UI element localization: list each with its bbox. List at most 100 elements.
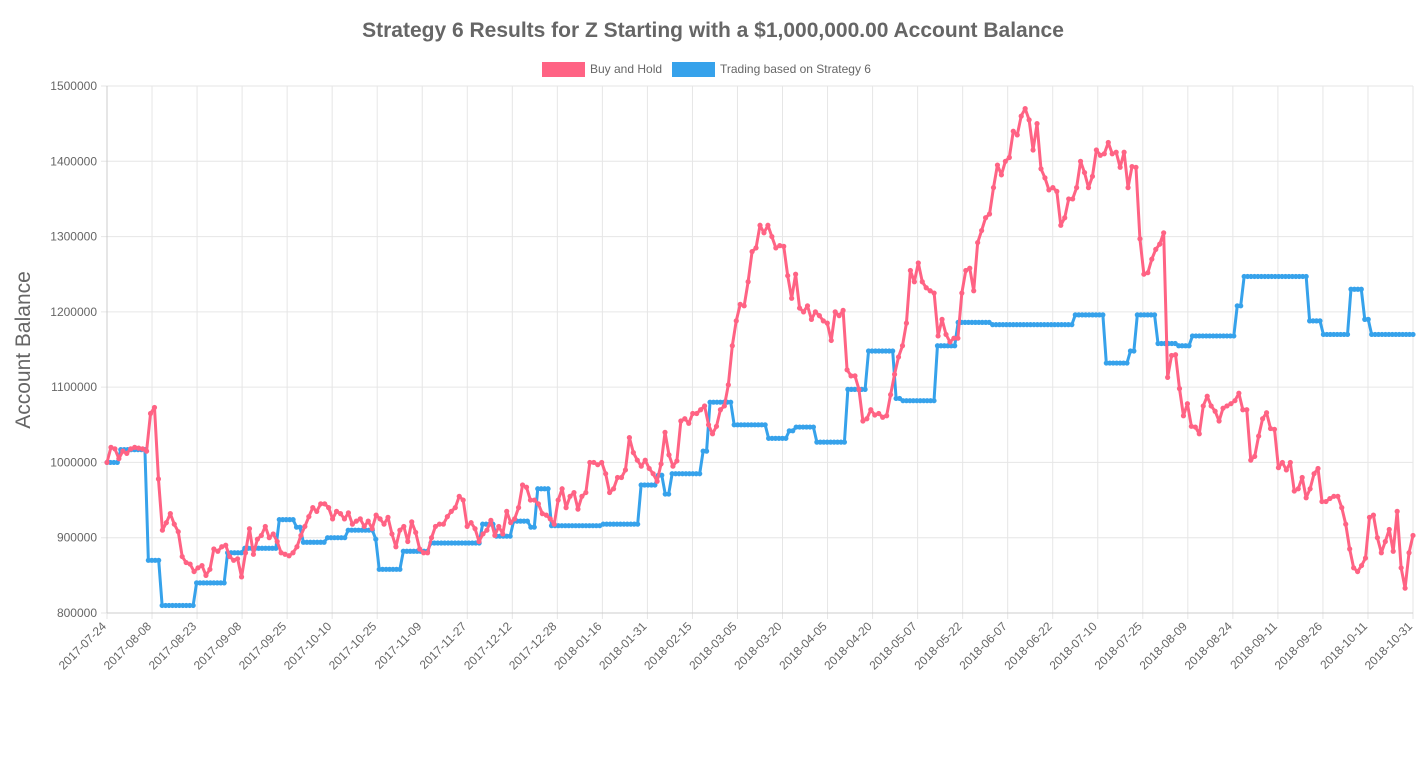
data-point-strategy-6[interactable] bbox=[545, 486, 551, 492]
data-point-strategy-6[interactable] bbox=[1358, 286, 1364, 292]
data-point-buy-and-hold[interactable] bbox=[1260, 416, 1266, 422]
data-point-buy-and-hold[interactable] bbox=[432, 523, 439, 530]
data-point-buy-and-hold[interactable] bbox=[428, 535, 435, 541]
data-point-buy-and-hold[interactable] bbox=[860, 418, 866, 424]
data-point-buy-and-hold[interactable] bbox=[341, 516, 348, 522]
data-point-buy-and-hold[interactable] bbox=[888, 392, 894, 398]
data-point-buy-and-hold[interactable] bbox=[484, 527, 490, 533]
data-point-buy-and-hold[interactable] bbox=[682, 416, 688, 422]
data-point-buy-and-hold[interactable] bbox=[1113, 149, 1119, 155]
data-point-buy-and-hold[interactable] bbox=[1161, 230, 1167, 236]
data-point-strategy-6[interactable] bbox=[273, 545, 279, 551]
data-point-buy-and-hold[interactable] bbox=[1058, 222, 1064, 228]
data-point-buy-and-hold[interactable] bbox=[381, 521, 387, 527]
data-point-buy-and-hold[interactable] bbox=[939, 316, 945, 322]
data-point-buy-and-hold[interactable] bbox=[318, 501, 324, 507]
data-point-buy-and-hold[interactable] bbox=[409, 519, 415, 525]
data-point-buy-and-hold[interactable] bbox=[1137, 236, 1143, 242]
data-point-buy-and-hold[interactable] bbox=[793, 271, 799, 277]
data-point-strategy-6[interactable] bbox=[1069, 322, 1075, 328]
data-point-buy-and-hold[interactable] bbox=[915, 260, 921, 266]
data-point-buy-and-hold[interactable] bbox=[413, 529, 419, 536]
data-point-buy-and-hold[interactable] bbox=[1153, 246, 1159, 252]
data-point-buy-and-hold[interactable] bbox=[223, 542, 229, 548]
data-point-buy-and-hold[interactable] bbox=[393, 544, 399, 550]
data-point-buy-and-hold[interactable] bbox=[444, 514, 450, 520]
data-point-buy-and-hold[interactable] bbox=[998, 172, 1005, 178]
data-point-buy-and-hold[interactable] bbox=[1006, 154, 1012, 161]
data-point-buy-and-hold[interactable] bbox=[1275, 465, 1282, 471]
data-point-buy-and-hold[interactable] bbox=[357, 516, 363, 522]
data-point-buy-and-hold[interactable] bbox=[1362, 555, 1369, 561]
data-point-buy-and-hold[interactable] bbox=[1145, 270, 1151, 276]
data-point-buy-and-hold[interactable] bbox=[777, 243, 783, 249]
data-point-buy-and-hold[interactable] bbox=[634, 457, 640, 463]
data-point-buy-and-hold[interactable] bbox=[211, 546, 217, 552]
data-point-buy-and-hold[interactable] bbox=[579, 493, 585, 499]
data-point-buy-and-hold[interactable] bbox=[880, 414, 886, 420]
legend-item-strategy-6[interactable]: Trading based on Strategy 6 bbox=[672, 62, 871, 77]
data-point-buy-and-hold[interactable] bbox=[417, 546, 423, 552]
data-point-strategy-6[interactable] bbox=[297, 524, 303, 530]
data-point-buy-and-hold[interactable] bbox=[1339, 505, 1345, 511]
data-point-buy-and-hold[interactable] bbox=[757, 222, 763, 228]
data-point-buy-and-hold[interactable] bbox=[1347, 546, 1353, 552]
data-point-strategy-6[interactable] bbox=[890, 348, 896, 354]
data-point-buy-and-hold[interactable] bbox=[535, 501, 541, 507]
data-point-buy-and-hold[interactable] bbox=[1323, 498, 1329, 505]
data-point-strategy-6[interactable] bbox=[931, 398, 937, 404]
data-point-buy-and-hold[interactable] bbox=[666, 452, 672, 458]
data-point-buy-and-hold[interactable] bbox=[1050, 185, 1056, 191]
data-point-buy-and-hold[interactable] bbox=[935, 333, 941, 339]
data-point-buy-and-hold[interactable] bbox=[405, 538, 411, 545]
data-point-buy-and-hold[interactable] bbox=[1030, 147, 1036, 153]
data-point-strategy-6[interactable] bbox=[728, 399, 734, 405]
data-point-buy-and-hold[interactable] bbox=[262, 523, 268, 530]
data-point-buy-and-hold[interactable] bbox=[1236, 390, 1242, 396]
data-point-buy-and-hold[interactable] bbox=[1366, 514, 1373, 520]
data-point-buy-and-hold[interactable] bbox=[1267, 425, 1274, 432]
data-point-strategy-6[interactable] bbox=[1317, 318, 1323, 324]
data-point-buy-and-hold[interactable] bbox=[923, 285, 929, 291]
data-point-buy-and-hold[interactable] bbox=[1168, 352, 1175, 359]
data-point-strategy-6[interactable] bbox=[290, 517, 296, 523]
data-point-buy-and-hold[interactable] bbox=[353, 518, 359, 524]
data-point-strategy-6[interactable] bbox=[790, 428, 796, 434]
data-point-buy-and-hold[interactable] bbox=[1188, 423, 1194, 429]
data-point-buy-and-hold[interactable] bbox=[1089, 173, 1096, 179]
data-point-buy-and-hold[interactable] bbox=[1196, 431, 1202, 437]
data-point-buy-and-hold[interactable] bbox=[496, 523, 502, 530]
data-point-strategy-6[interactable] bbox=[507, 533, 513, 539]
data-point-buy-and-hold[interactable] bbox=[1129, 163, 1135, 170]
data-point-buy-and-hold[interactable] bbox=[1370, 512, 1377, 518]
data-point-buy-and-hold[interactable] bbox=[104, 459, 110, 466]
data-point-buy-and-hold[interactable] bbox=[290, 550, 296, 556]
data-point-strategy-6[interactable] bbox=[1365, 316, 1371, 322]
data-point-buy-and-hold[interactable] bbox=[686, 420, 692, 426]
data-point-buy-and-hold[interactable] bbox=[151, 404, 158, 411]
data-point-buy-and-hold[interactable] bbox=[361, 523, 367, 530]
data-point-buy-and-hold[interactable] bbox=[1204, 393, 1210, 399]
data-point-buy-and-hold[interactable] bbox=[1046, 187, 1052, 193]
data-point-buy-and-hold[interactable] bbox=[614, 474, 621, 481]
data-point-strategy-6[interactable] bbox=[1238, 303, 1244, 309]
data-point-buy-and-hold[interactable] bbox=[733, 318, 739, 324]
data-point-buy-and-hold[interactable] bbox=[622, 467, 629, 473]
data-point-buy-and-hold[interactable] bbox=[781, 243, 787, 249]
data-point-buy-and-hold[interactable] bbox=[753, 245, 759, 251]
data-point-buy-and-hold[interactable] bbox=[365, 518, 371, 524]
data-point-buy-and-hold[interactable] bbox=[694, 410, 700, 417]
data-point-buy-and-hold[interactable] bbox=[480, 531, 486, 537]
data-point-buy-and-hold[interactable] bbox=[642, 457, 648, 463]
data-point-buy-and-hold[interactable] bbox=[132, 444, 138, 450]
data-point-buy-and-hold[interactable] bbox=[155, 476, 162, 482]
data-point-buy-and-hold[interactable] bbox=[986, 211, 993, 217]
data-point-buy-and-hold[interactable] bbox=[424, 550, 431, 556]
data-point-strategy-6[interactable] bbox=[238, 550, 244, 556]
data-point-buy-and-hold[interactable] bbox=[337, 511, 344, 517]
data-point-buy-and-hold[interactable] bbox=[955, 335, 961, 341]
data-point-strategy-6[interactable] bbox=[841, 439, 848, 445]
data-point-buy-and-hold[interactable] bbox=[705, 422, 712, 428]
data-point-buy-and-hold[interactable] bbox=[824, 320, 830, 326]
data-point-buy-and-hold[interactable] bbox=[274, 538, 280, 545]
